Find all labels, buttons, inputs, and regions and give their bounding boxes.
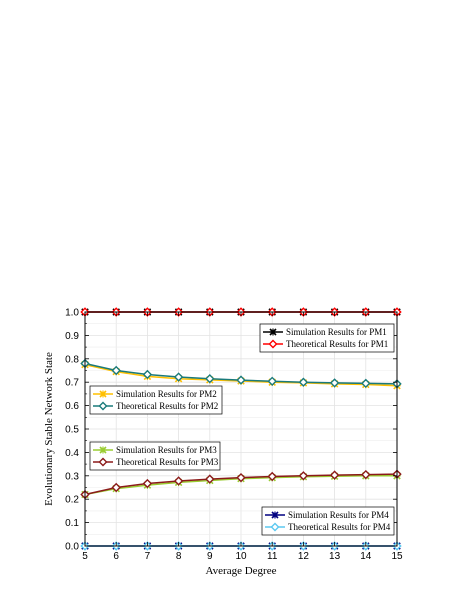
point-series-4 — [267, 376, 277, 386]
legend-marker — [270, 522, 280, 532]
point-series-4 — [298, 377, 309, 387]
point-series-4 — [236, 375, 246, 385]
legend-marker — [99, 390, 107, 398]
x-tick-label: 7 — [145, 551, 151, 562]
legend-marker — [269, 328, 277, 336]
point-series-4 — [329, 378, 340, 388]
legend-box — [261, 506, 395, 536]
point-series-4 — [142, 369, 153, 380]
point-series-6 — [267, 471, 277, 482]
legend-box — [89, 441, 221, 471]
x-tick-label: 15 — [391, 551, 403, 562]
axis-ticks: 5 6 7 8 9 10 11 12 13 14 15 0.0 0.1 0.2 0.3 0.4 0.5 0.6 0.… — [65, 308, 403, 563]
legend-entry-label: Theoretical Results for PM4 — [288, 522, 391, 532]
x-axis-title: Average Degree — [206, 565, 277, 577]
x-tick-label: 10 — [235, 551, 247, 562]
x-tick-label: 8 — [176, 551, 182, 562]
y-axis-title: Evolutionary Stable Network State — [43, 352, 55, 506]
x-tick-label: 14 — [360, 551, 372, 562]
point-series-6 — [298, 471, 309, 481]
legend-1: Simulation Results for PM1 Theoretical Re… — [259, 323, 395, 353]
point-series-6 — [361, 469, 371, 480]
point-series-6 — [329, 470, 340, 480]
x-tick-label: 13 — [329, 551, 341, 562]
legend-marker — [268, 339, 278, 349]
point-series-6 — [111, 482, 121, 493]
legend-box — [259, 323, 395, 353]
legend-entry-label: Simulation Results for PM2 — [116, 389, 217, 399]
x-tick-label: 9 — [207, 551, 213, 562]
point-series-4 — [173, 372, 184, 382]
legend-3: Simulation Results for PM3 Theoretical Re… — [89, 441, 221, 471]
legend-entry-label: Theoretical Results for PM3 — [116, 457, 219, 467]
y-tick-label: 0.9 — [65, 331, 79, 342]
legend-2: Simulation Results for PM2 Theoretical Re… — [89, 385, 223, 415]
legend-entry-label: Theoretical Results for PM2 — [116, 401, 218, 411]
legend-entry-label: Simulation Results for PM3 — [116, 445, 217, 455]
y-tick-label: 0.7 — [65, 378, 79, 389]
legend-marker — [271, 511, 279, 519]
point-series-4 — [361, 378, 371, 389]
y-tick-label: 0.4 — [65, 448, 79, 459]
x-tick-label: 11 — [267, 551, 278, 562]
point-series-6 — [205, 474, 215, 484]
y-tick-label: 0.6 — [65, 401, 79, 412]
legend-marker — [98, 401, 108, 411]
point-series-4 — [111, 365, 121, 376]
x-tick-label: 12 — [298, 551, 310, 562]
point-series-6 — [236, 472, 246, 483]
legend-entry-label: Theoretical Results for PM1 — [286, 339, 388, 349]
y-tick-label: 0.8 — [65, 354, 79, 365]
legend-entry-label: Simulation Results for PM1 — [286, 327, 387, 337]
y-tick-label: 0.1 — [65, 518, 79, 529]
y-tick-label: 0.0 — [65, 542, 79, 553]
x-tick-label: 6 — [113, 551, 119, 562]
legend-marker — [98, 457, 108, 467]
legend-4: Simulation Results for PM4 Theoretical Re… — [261, 506, 395, 536]
point-series-6 — [173, 476, 184, 486]
point-series-4 — [205, 374, 215, 384]
legends: Simulation Results for PM1 Theoretical Re… — [89, 323, 395, 536]
y-tick-label: 1.0 — [65, 308, 79, 319]
legend-box — [89, 385, 223, 415]
point-series-6 — [142, 478, 153, 489]
legend-marker — [99, 446, 107, 454]
y-tick-label: 0.3 — [65, 471, 79, 482]
x-tick-label: 5 — [82, 551, 88, 562]
legend-entry-label: Simulation Results for PM4 — [288, 510, 389, 520]
y-tick-label: 0.2 — [65, 495, 79, 506]
y-tick-label: 0.5 — [65, 425, 79, 436]
